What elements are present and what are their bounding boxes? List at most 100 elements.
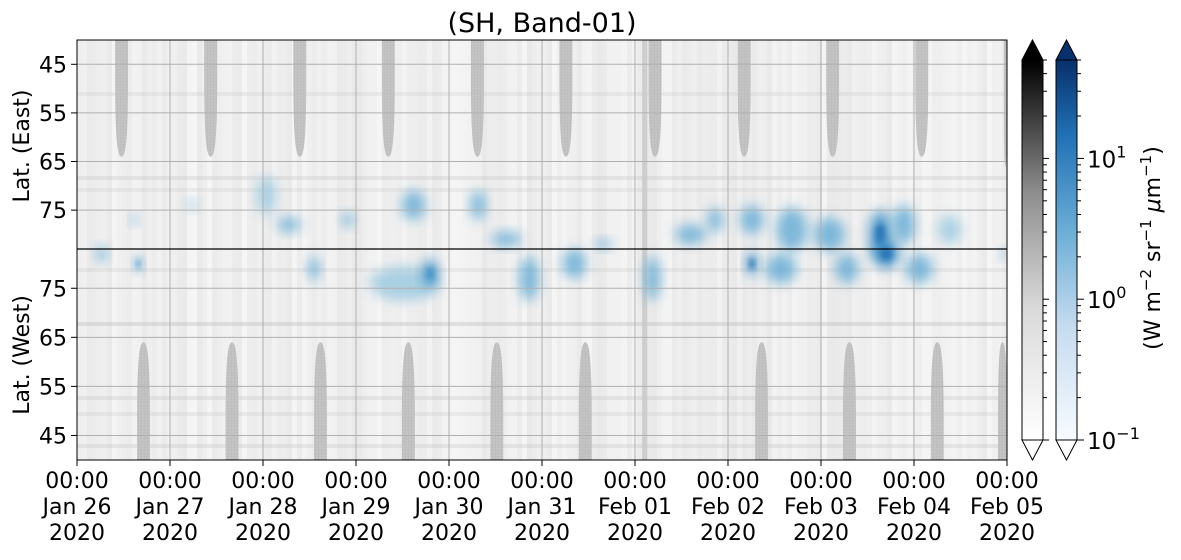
emission-blob xyxy=(675,224,707,245)
night-region-west xyxy=(930,342,944,460)
colorbar-gradient xyxy=(1056,60,1077,440)
bg-streak xyxy=(922,40,927,460)
colorbar-extend-min xyxy=(1055,439,1078,462)
emission-blob xyxy=(813,217,845,252)
night-region-east xyxy=(648,40,662,157)
x-tick-label: 00:00 xyxy=(324,469,387,494)
bg-streak xyxy=(352,40,357,460)
bg-streak xyxy=(997,40,1002,460)
bg-streak xyxy=(417,40,422,460)
bg-streak xyxy=(637,40,642,460)
bg-streak xyxy=(132,40,137,460)
bg-streak xyxy=(82,40,87,460)
night-region-west xyxy=(490,342,504,460)
bg-streak xyxy=(842,40,847,460)
bg-streak xyxy=(307,40,312,460)
emission-blob xyxy=(740,205,764,235)
x-tick-label: Jan 28 xyxy=(227,495,298,520)
emission-blob xyxy=(519,256,539,301)
bg-streak xyxy=(147,40,152,460)
bg-streak xyxy=(682,40,687,460)
x-tick-label: 00:00 xyxy=(138,469,201,494)
plot-area xyxy=(76,39,1008,461)
bg-streak xyxy=(122,40,127,460)
bg-streak xyxy=(577,40,582,460)
bg-streak xyxy=(247,40,252,460)
y-axis-east: 45 55 65 75 xyxy=(39,53,77,224)
bg-streak xyxy=(272,40,277,460)
emission-blob xyxy=(937,214,962,245)
night-region-east xyxy=(737,40,751,157)
emission-blob xyxy=(256,176,276,215)
bg-streak xyxy=(197,40,202,460)
y-label-west: Lat. (West) xyxy=(10,295,35,415)
x-tick-label: Jan 27 xyxy=(134,495,205,520)
bg-streak xyxy=(267,40,272,460)
bg-streak xyxy=(957,40,962,460)
y-tick-label: 75 xyxy=(39,277,67,302)
bg-streak xyxy=(802,40,807,460)
bg-streak xyxy=(692,40,697,460)
x-tick-label: 00:00 xyxy=(603,469,666,494)
bg-streak xyxy=(362,40,367,460)
bg-streak xyxy=(597,40,602,460)
bg-streak xyxy=(392,40,397,460)
emission-blob xyxy=(277,217,301,232)
bg-streak xyxy=(847,40,852,460)
bg-streak xyxy=(432,40,437,460)
y-tick-label: 45 xyxy=(39,53,67,78)
bg-streak xyxy=(972,40,977,460)
chart-title: (SH, Band-01) xyxy=(447,8,636,39)
bg-streak xyxy=(177,40,182,460)
bg-streak xyxy=(492,40,497,460)
bg-streak xyxy=(262,40,267,460)
night-region-east xyxy=(293,40,307,157)
night-region-west xyxy=(755,342,769,460)
bg-streak xyxy=(857,40,862,460)
emission-core xyxy=(426,266,434,281)
bg-streak xyxy=(612,40,617,460)
x-tick-label: 00:00 xyxy=(231,469,294,494)
bg-streak xyxy=(602,40,607,460)
bg-streak xyxy=(437,40,442,460)
colorbar-extend-max xyxy=(1055,38,1078,61)
bg-streak xyxy=(812,40,817,460)
bg-streak xyxy=(867,40,872,460)
x-tick-label: Feb 05 xyxy=(970,495,1044,520)
bg-streak xyxy=(537,40,542,460)
bg-streak xyxy=(327,40,332,460)
colorbar-gray xyxy=(1021,38,1044,462)
bg-streak xyxy=(192,40,197,460)
bg-streak xyxy=(282,40,287,460)
night-regions-west xyxy=(137,342,1007,460)
bg-streak xyxy=(162,40,167,460)
x-tick-label: 00:00 xyxy=(696,469,759,494)
bg-streak xyxy=(487,40,492,460)
bg-streak xyxy=(172,40,177,460)
y-tick-label: 75 xyxy=(39,199,67,224)
y-tick-label: 55 xyxy=(39,102,67,127)
bg-streak xyxy=(467,40,472,460)
bg-streak xyxy=(897,40,902,460)
night-region-west xyxy=(842,342,856,460)
bg-streak xyxy=(742,40,747,460)
bg-streak xyxy=(687,40,692,460)
bg-streak xyxy=(387,40,392,460)
bg-streak xyxy=(762,40,767,460)
bg-streak xyxy=(967,40,972,460)
emission-blob xyxy=(401,190,426,220)
emission-blob xyxy=(776,207,808,252)
bg-streak xyxy=(227,40,232,460)
bg-streak xyxy=(547,40,552,460)
bg-streak xyxy=(302,40,307,460)
bg-streak xyxy=(517,40,522,460)
night-region-west xyxy=(225,342,239,460)
bg-streak xyxy=(587,40,592,460)
bg-streak xyxy=(902,40,907,460)
bg-streak xyxy=(542,40,547,460)
x-tick-label: 2020 xyxy=(142,521,198,546)
bg-streak xyxy=(737,40,742,460)
bg-streak xyxy=(697,40,702,460)
bg-streak xyxy=(277,40,282,460)
emission-blob xyxy=(765,253,797,284)
